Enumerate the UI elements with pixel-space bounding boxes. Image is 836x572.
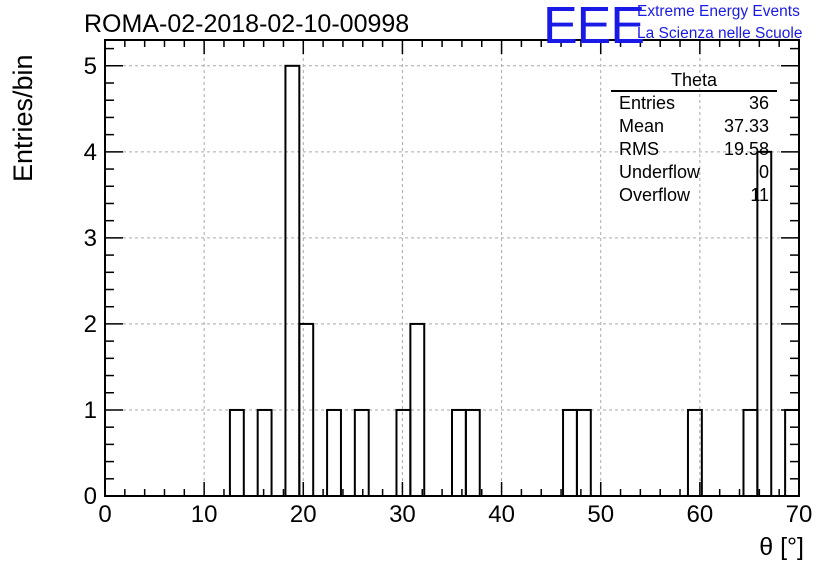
stats-value: 11 (750, 185, 769, 205)
x-tick-label: 0 (98, 501, 111, 528)
histogram-bin (256, 408, 273, 497)
stats-row-rms: RMS 19.58 (611, 138, 777, 161)
stats-label: RMS (619, 139, 659, 159)
x-tick-label: 10 (191, 501, 218, 528)
x-tick-label: 40 (488, 501, 515, 528)
stats-value: 19.58 (723, 139, 769, 159)
y-tick-label: 2 (84, 311, 97, 338)
y-axis-label: Entries/bin (8, 54, 38, 182)
x-tick-label: 30 (389, 501, 416, 528)
histogram-bin (784, 408, 800, 497)
histogram-bin (562, 408, 578, 497)
histogram-bin (353, 408, 370, 497)
x-tick-label: 50 (587, 501, 614, 528)
y-tick-label: 0 (84, 483, 97, 510)
stats-label: Entries (619, 93, 676, 113)
stats-row-mean: Mean 37.33 (611, 115, 777, 138)
x-axis-label: θ [°] (759, 533, 804, 561)
histogram-bin (228, 408, 245, 497)
eee-logo: EEE (543, 0, 645, 55)
y-tick-label: 3 (84, 225, 97, 252)
histogram-bin (575, 408, 592, 497)
run-title: ROMA-02-2018-02-10-00998 (84, 10, 410, 38)
stats-value: 37.33 (723, 116, 769, 136)
y-tick-label: 4 (84, 139, 97, 166)
y-tick-label: 1 (84, 397, 97, 424)
histogram-bin (451, 408, 467, 497)
y-tick-label: 5 (84, 53, 97, 80)
logo-line-2: La Scienza nelle Scuole (637, 25, 803, 42)
x-tick-label: 60 (687, 501, 714, 528)
histogram-bin (464, 408, 481, 497)
x-tick-label: 70 (786, 501, 813, 528)
stats-value: 36 (748, 93, 769, 113)
histogram-bin (395, 408, 412, 497)
histogram-bin (284, 64, 301, 498)
stats-label: Underflow (619, 162, 701, 182)
axis-tick-labels: 0 10 20 30 40 50 60 70 0 1 2 3 4 5 (84, 53, 813, 528)
stats-label: Mean (619, 116, 665, 136)
grid-lines (105, 40, 799, 496)
x-tick-label: 20 (290, 501, 317, 528)
stats-row-entries: Entries 36 (611, 92, 777, 115)
stats-row-overflow: Overflow 11 (611, 184, 777, 207)
histogram-bin (326, 408, 342, 497)
stats-box: Theta Entries 36 Mean 37.33 RMS 19.58 Un… (611, 70, 777, 207)
stats-box-title: Theta (611, 70, 777, 92)
stats-label: Overflow (619, 185, 691, 205)
logo-line-1: Extreme Energy Events (637, 3, 800, 20)
axis-ticks (104, 40, 800, 497)
plot-frame (104, 39, 800, 497)
stats-value: 0 (758, 162, 769, 182)
histogram-bin (742, 408, 759, 497)
stats-row-underflow: Underflow 0 (611, 161, 777, 184)
